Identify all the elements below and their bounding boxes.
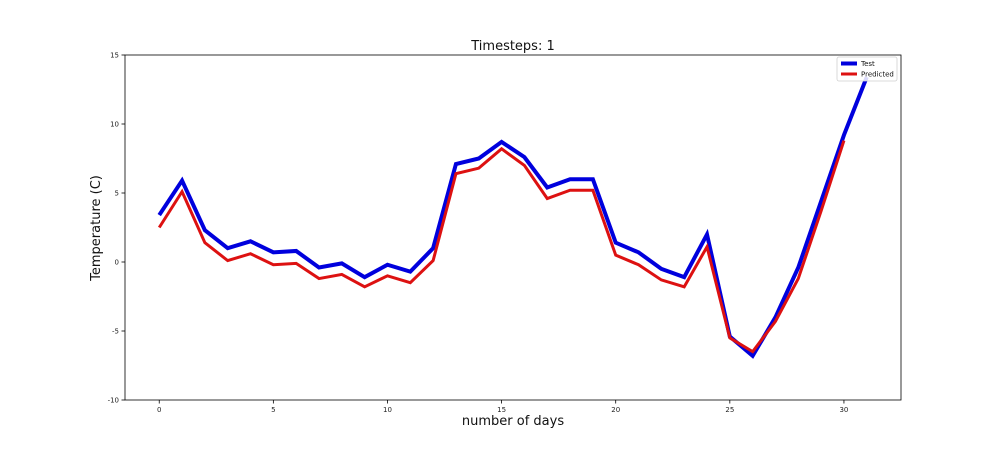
chart-title: Timesteps: 1 [470,39,555,54]
y-tick-label: 5 [115,190,119,198]
series-line-test [157,76,869,359]
series-line-predicted [157,140,846,354]
x-axis-label: number of days [462,414,564,429]
y-tick-label: 10 [110,121,119,129]
y-tick-label: -5 [112,328,119,336]
x-tick-label: 25 [725,406,734,414]
series-layer [157,76,869,359]
x-tick-label: 30 [839,406,848,414]
y-tick-label: 15 [110,52,119,60]
x-tick-label: 5 [271,406,275,414]
legend: Test Predicted [836,56,898,82]
y-axis-ticks: -10 -5 0 5 10 15 [108,52,125,405]
y-tick-label: 0 [115,259,119,267]
x-axis-ticks: 0 5 10 15 20 25 30 [157,400,848,414]
legend-label-predicted: Predicted [861,71,894,79]
x-tick-label: 15 [497,406,506,414]
legend-label-test: Test [860,60,875,68]
plot-frame [124,54,902,401]
x-tick-label: 20 [611,406,620,414]
x-tick-label: 10 [383,406,392,414]
x-tick-label: 0 [157,406,161,414]
y-axis-label: Temperature (C) [89,175,104,282]
y-tick-label: -10 [108,397,119,405]
